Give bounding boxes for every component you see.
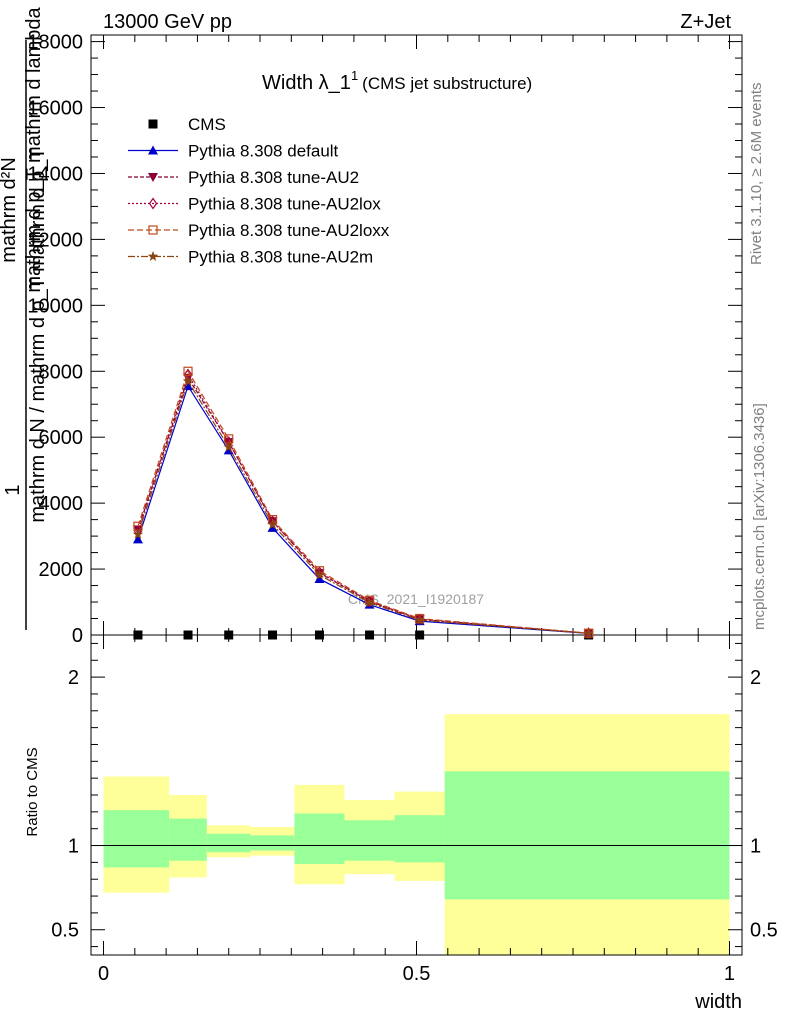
chart-title: Width λ_11 (CMS jet substructure) (262, 68, 532, 94)
legend-entry: Pythia 8.308 tune-AU2lox (128, 195, 381, 214)
data-point (223, 441, 234, 452)
data-point (314, 569, 325, 580)
main-y-tick-label: 4000 (39, 493, 84, 515)
ratio-y-tick-label: 2 (68, 667, 79, 689)
legend-label: Pythia 8.308 tune-AU2m (188, 248, 373, 267)
legend-marker (148, 119, 158, 129)
ratio-inner-band (394, 815, 445, 863)
data-point (365, 630, 375, 640)
data-point (583, 627, 594, 638)
data-point (314, 573, 325, 583)
legend-entry: Pythia 8.308 tune-AU2m (128, 248, 373, 267)
data-point (315, 566, 324, 579)
ratio-inner-band (103, 810, 170, 868)
series-5 (132, 375, 594, 638)
ratio-inner-band (444, 771, 730, 900)
chart-title-sup: 1 (351, 68, 358, 83)
data-point (133, 630, 143, 640)
main-y-tick-label: 16000 (27, 98, 83, 120)
data-point (268, 630, 278, 640)
series-line (137, 384, 589, 634)
data-point (364, 597, 375, 608)
data-point (132, 528, 144, 539)
legend-entry: Pythia 8.308 tune-AU2 (128, 168, 359, 187)
x-tick-label: 0.5 (403, 963, 431, 985)
legend-marker (148, 145, 158, 155)
ratio-inner-band (344, 820, 395, 861)
data-point (314, 630, 324, 640)
series-line (137, 379, 589, 634)
main-y-tick-label: 8000 (39, 361, 84, 383)
main-y-label-inner-denominator: mathrm d p_T mathrm d lambda (23, 6, 45, 292)
main-y-tick-label: 0 (72, 625, 83, 647)
legend-marker (148, 197, 158, 210)
legend-entry: CMS (148, 115, 226, 134)
main-y-label-denominator: mathrm d N / mathrm d p_T mathrm d p_T (27, 147, 49, 522)
ratio-bands (103, 714, 730, 955)
data-point (414, 614, 425, 625)
ratio-y-tick-label: 0.5 (51, 920, 79, 942)
rivet-label: Rivet 3.1.10, ≥ 2.6M events (748, 83, 765, 266)
ratio-y-tick-label-right: 1 (750, 836, 761, 858)
ratio-inner-band (169, 818, 207, 861)
main-y-tick-label: 12000 (27, 229, 83, 251)
header-process-label: Z+Jet (680, 11, 731, 33)
mcplots-label: mcplots.cern.ch [arXiv:1306.3436] (751, 403, 768, 630)
main-y-label-numerator: 1 (2, 484, 24, 495)
main-axis-ticks: 0 2000 4000 6000 8000 10000 12000 14000 16000 180… (27, 32, 742, 647)
x-tick-label: 0 (98, 963, 109, 985)
main-y-tick-label: 18000 (27, 32, 83, 54)
data-point (183, 381, 194, 391)
main-y-tick-label: 10000 (27, 295, 83, 317)
main-y-label-inner-numerator: mathrm d²N (0, 157, 20, 263)
legend-marker (148, 173, 158, 182)
ratio-inner-band (250, 835, 295, 851)
ratio-inner-band (206, 833, 251, 853)
x-axis-label: width (694, 991, 742, 1013)
ratio-y-label: Ratio to CMS (24, 747, 41, 836)
legend-entry: Pythia 8.308 default (128, 142, 339, 161)
ratio-inner-band (294, 813, 345, 865)
chart-title-sub: (CMS jet substructure) (362, 74, 532, 93)
ratio-axis-ticks: 0.5 0.5 1 1 2 2 0 0.5 1 (51, 635, 778, 985)
series-line (137, 369, 589, 634)
ratio-y-tick-label-right: 0.5 (750, 920, 778, 942)
main-y-tick-label: 2000 (39, 559, 84, 581)
header-energy-label: 13000 GeV pp (103, 11, 232, 33)
data-point (183, 366, 193, 376)
main-y-label: 1 mathrm d N / mathrm d p_T mathrm d p_T… (0, 6, 49, 630)
data-point (415, 630, 425, 640)
legend-label: CMS (188, 115, 226, 134)
data-point (132, 534, 143, 544)
legend-entry: Pythia 8.308 tune-AU2loxx (128, 221, 390, 240)
data-point (365, 595, 374, 608)
data-point (267, 519, 278, 530)
legend-label: Pythia 8.308 default (188, 142, 339, 161)
main-y-tick-label: 6000 (39, 427, 84, 449)
analysis-watermark: CMS_2021_I1920187 (348, 591, 484, 607)
legend: CMS Pythia 8.308 default Pythia 8.308 tune… (128, 115, 390, 267)
series-4 (133, 366, 594, 638)
legend-label: Pythia 8.308 tune-AU2loxx (188, 221, 390, 240)
data-point (267, 522, 278, 532)
legend-marker (148, 225, 158, 235)
x-tick-label: 1 (724, 963, 735, 985)
series-line (137, 373, 589, 634)
data-point (224, 630, 234, 640)
data-point (182, 375, 194, 386)
data-point (415, 613, 424, 626)
ratio-y-tick-label-right: 2 (750, 667, 761, 689)
series-layer (132, 366, 594, 640)
legend-label: Pythia 8.308 tune-AU2lox (188, 195, 381, 214)
data-point (183, 630, 193, 640)
ratio-y-tick-label: 1 (68, 836, 79, 858)
chart-title-main: Width λ_1 (262, 72, 351, 94)
legend-label: Pythia 8.308 tune-AU2 (188, 168, 359, 187)
main-y-tick-label: 14000 (27, 163, 83, 185)
legend-marker (147, 251, 159, 261)
